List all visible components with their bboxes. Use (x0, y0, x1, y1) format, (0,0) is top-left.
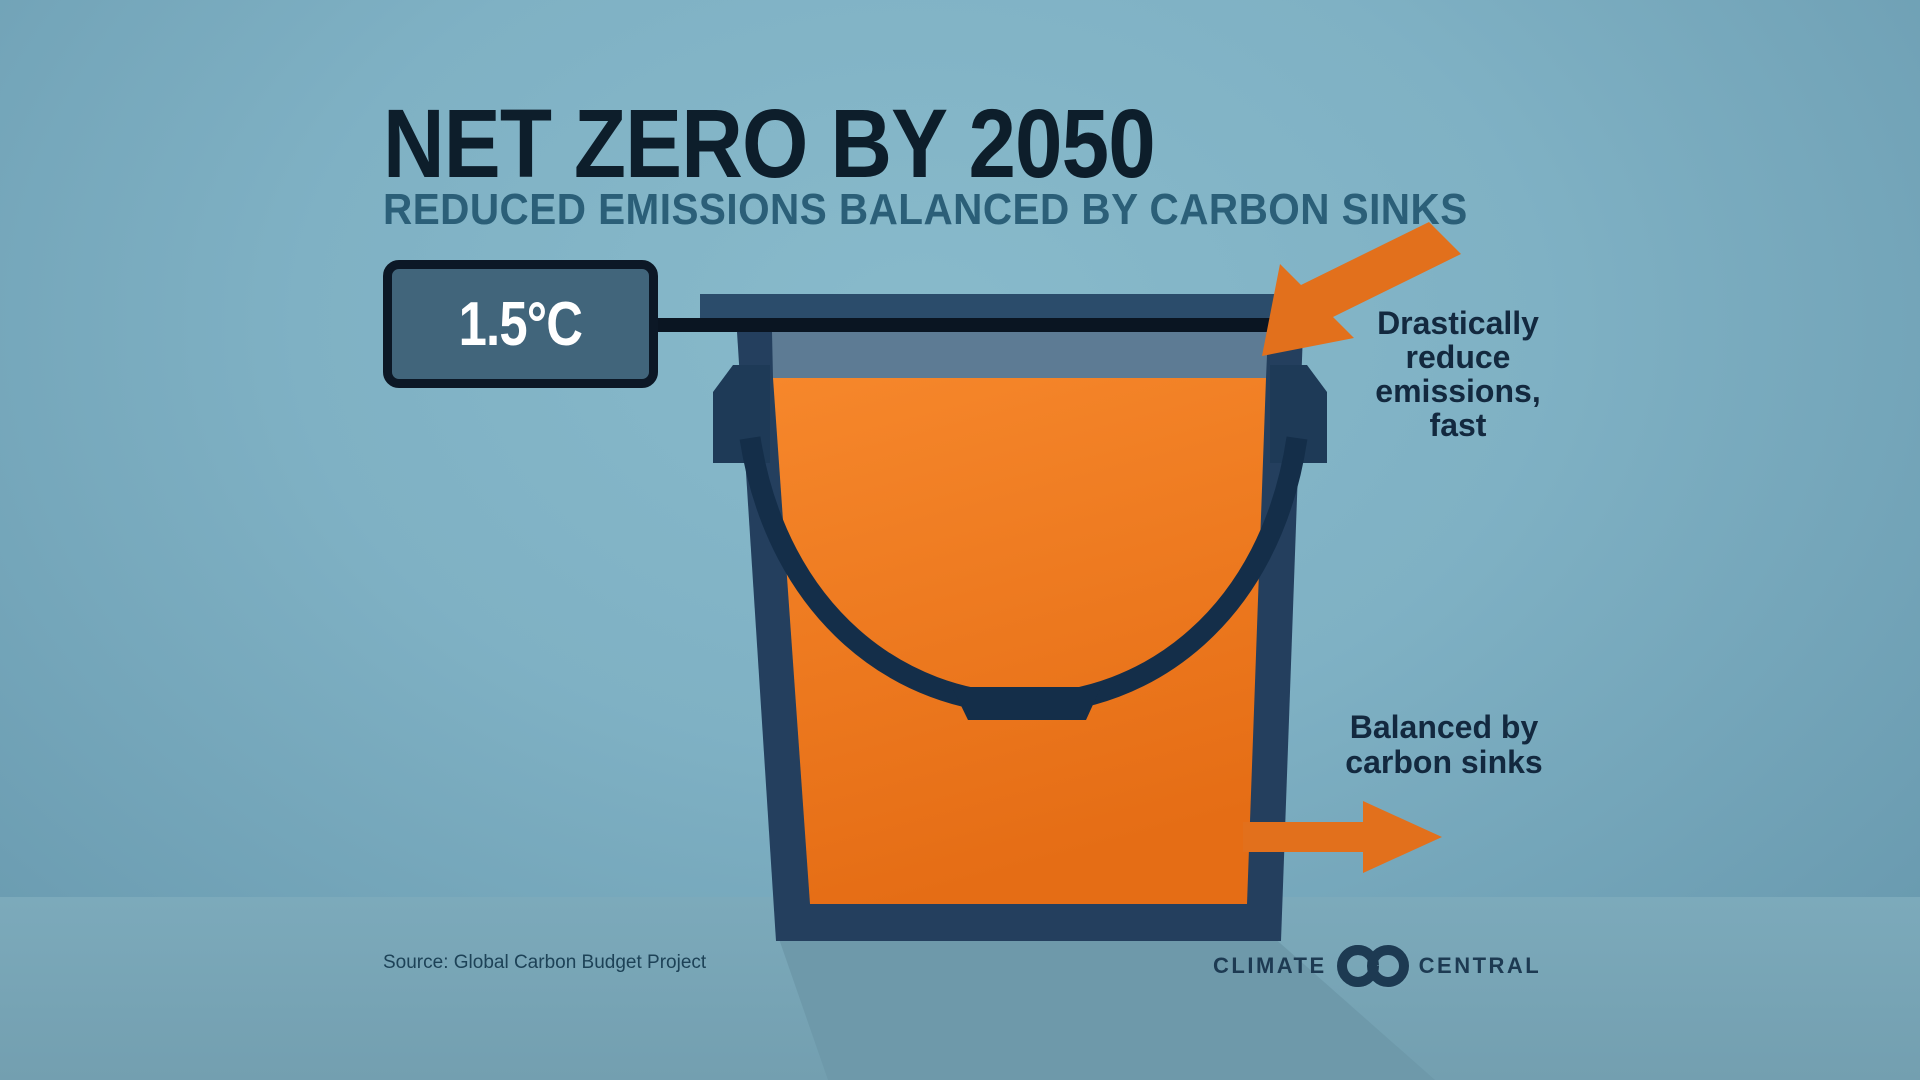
annotation-reduce-emissions: Drastically reduce emissions, fast (1375, 305, 1541, 443)
temperature-value: 1.5°C (458, 289, 583, 359)
bucket-shadow (778, 936, 1435, 1080)
source-credit: Source: Global Carbon Budget Project (383, 952, 707, 973)
logo-word-climate: CLIMATE (1213, 953, 1327, 978)
capacity-line (640, 318, 1290, 332)
carbon-sinks-arrow-icon (1243, 801, 1442, 873)
climate-central-logo: CLIMATE CENTRAL (1213, 943, 1542, 989)
page-title: NET ZERO BY 2050 (383, 89, 1156, 198)
reduce-emissions-arrow-icon (1262, 222, 1461, 356)
annotation-carbon-sinks: Balanced by carbon sinks (1345, 709, 1543, 780)
bucket-rim (700, 294, 1290, 319)
temperature-gauge: 1.5°C (383, 260, 658, 388)
emissions-fill (773, 378, 1266, 904)
bucket-headroom (772, 332, 1268, 378)
logo-word-central: CENTRAL (1418, 953, 1542, 978)
page-subtitle: REDUCED EMISSIONS BALANCED BY CARBON SIN… (383, 185, 1468, 234)
handle-ear-right (1270, 365, 1327, 463)
climate-central-rings-icon (1336, 943, 1410, 989)
handle-grip (952, 687, 1101, 720)
